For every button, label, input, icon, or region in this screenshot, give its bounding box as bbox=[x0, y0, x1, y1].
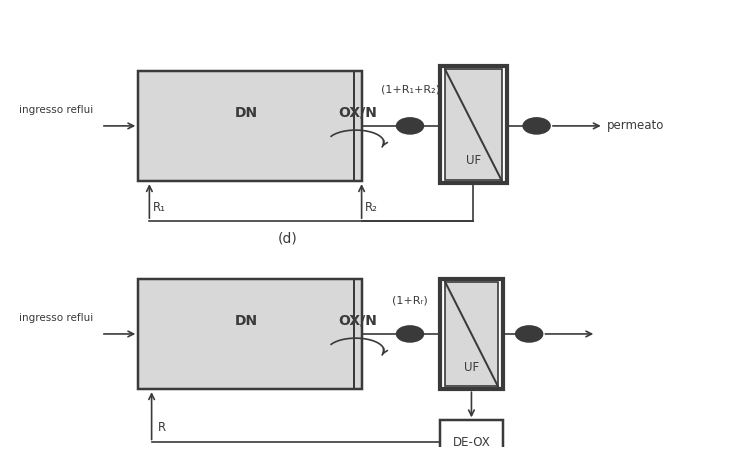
Circle shape bbox=[397, 118, 423, 134]
Text: ingresso reflui: ingresso reflui bbox=[19, 313, 93, 323]
Text: OX/N: OX/N bbox=[338, 106, 377, 119]
Polygon shape bbox=[523, 330, 538, 338]
Text: R₁: R₁ bbox=[153, 202, 166, 214]
Bar bbox=[139, 279, 361, 389]
Polygon shape bbox=[531, 122, 545, 130]
Text: (1+R₁+R₂): (1+R₁+R₂) bbox=[380, 85, 440, 95]
Bar bbox=[445, 282, 498, 386]
Text: UF: UF bbox=[466, 153, 481, 167]
Text: ingresso reflui: ingresso reflui bbox=[19, 105, 93, 115]
Polygon shape bbox=[404, 330, 419, 338]
Circle shape bbox=[516, 326, 543, 342]
Bar bbox=[445, 69, 501, 180]
Text: (1+Rᵣ): (1+Rᵣ) bbox=[392, 295, 428, 305]
Text: R₂: R₂ bbox=[365, 202, 378, 214]
Text: DN: DN bbox=[235, 314, 258, 328]
Text: DN: DN bbox=[235, 106, 258, 119]
Text: OX/N: OX/N bbox=[338, 314, 377, 328]
Bar bbox=[440, 66, 507, 183]
Circle shape bbox=[397, 326, 423, 342]
Text: (d): (d) bbox=[277, 232, 297, 246]
Text: permeato: permeato bbox=[608, 119, 665, 133]
Polygon shape bbox=[404, 122, 419, 130]
Circle shape bbox=[523, 118, 550, 134]
Text: UF: UF bbox=[464, 361, 479, 374]
Text: DE-OX: DE-OX bbox=[453, 436, 490, 449]
Bar bbox=[440, 279, 503, 389]
Bar bbox=[440, 420, 503, 454]
Bar bbox=[139, 70, 361, 181]
Text: R: R bbox=[157, 421, 166, 434]
